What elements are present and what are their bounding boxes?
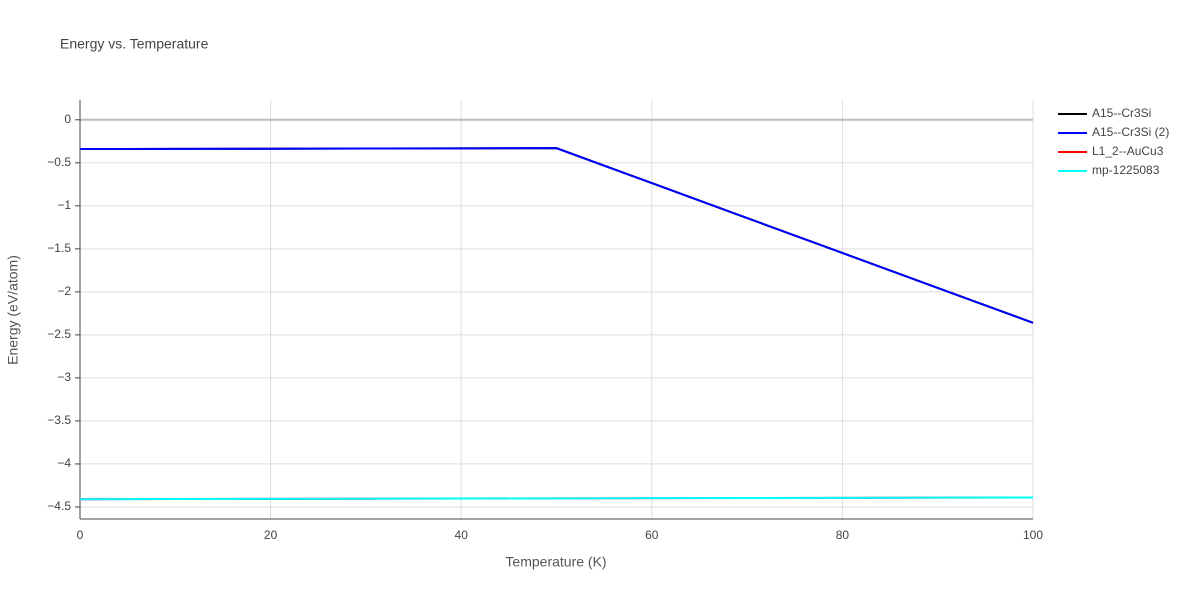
x-tick-label: 100 [1023,528,1043,542]
y-axis-title: Energy (eV/atom) [5,255,21,365]
series-line [79,496,1034,501]
legend-label: mp-1225083 [1092,163,1160,177]
x-tick-label: 20 [264,528,278,542]
x-tick-label: 60 [645,528,659,542]
legend-label: L1_2--AuCu3 [1092,144,1164,158]
y-tick-label: −2.5 [47,327,71,341]
y-tick-label: −2 [57,284,71,298]
legend-label: A15--Cr3Si (2) [1092,125,1169,139]
legend-label: A15--Cr3Si [1092,106,1151,120]
x-tick-label: 0 [77,528,84,542]
series-line [79,147,1034,324]
y-tick-label: −4 [57,456,71,470]
series-line [79,147,1034,324]
y-tick-label: 0 [64,112,71,126]
x-tick-label: 80 [836,528,850,542]
y-tick-label: −0.5 [47,155,71,169]
chart-title: Energy vs. Temperature [60,36,209,52]
y-tick-label: −3.5 [47,413,71,427]
y-tick-label: −1.5 [47,241,71,255]
y-tick-label: −4.5 [47,499,71,513]
x-axis-title: Temperature (K) [505,554,606,570]
y-tick-label: −3 [57,370,71,384]
y-tick-label: −1 [57,198,71,212]
x-tick-label: 40 [455,528,469,542]
